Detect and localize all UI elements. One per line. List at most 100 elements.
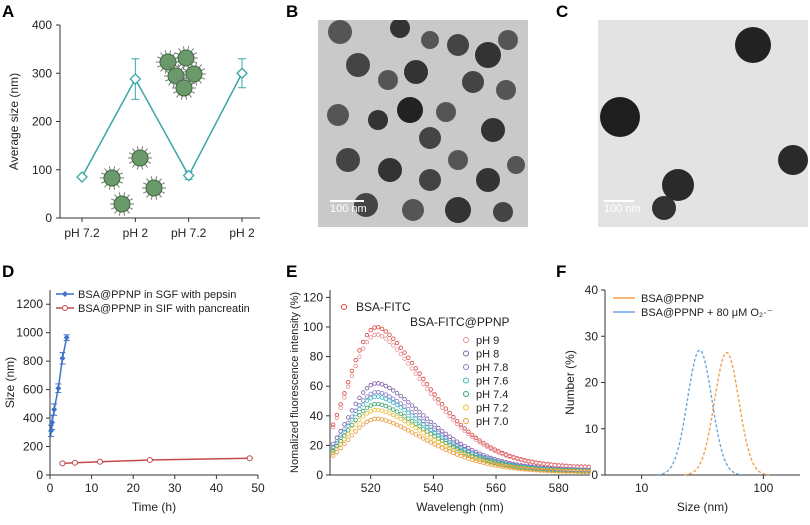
panel-e-point [458,450,464,456]
particle-spike [164,69,167,74]
particle-spike [185,76,188,81]
nanoparticle-blob [378,158,402,182]
panel-e-point [398,411,403,417]
panel-e-point [372,332,377,338]
panel-d-point [146,457,153,464]
particle-spike [141,165,144,170]
panel-e-point [409,403,415,408]
panel-e-point [409,413,415,418]
panel-e-point [443,443,449,449]
panel-e-point [417,371,422,376]
particle-spike [128,161,134,164]
nanoparticle-blob [378,70,398,90]
panel-e-point [353,422,358,427]
panel-e-point [473,456,479,461]
panel-e-point [372,381,377,386]
panel-e-point [421,430,426,435]
panel-e-point [432,396,437,401]
particle-spike [116,183,120,188]
panel-e-point [379,333,385,339]
panel-e-point [462,452,467,457]
particle-spike [104,168,108,173]
particle-spike [150,176,153,181]
particle-spike [156,65,162,68]
panel-e-point [485,444,490,450]
panel-e-point [379,417,385,422]
panel-e-ytick-label: 120 [303,290,323,304]
particle-spike [190,62,193,67]
panel-e-series-7 [330,416,591,475]
panel-e-point [357,403,362,408]
panel-e-point [458,453,464,459]
panel-e-point [391,407,396,412]
particle-spike [146,178,150,183]
panel-d-xtick-label: 30 [168,481,182,495]
particle-spike [172,64,175,69]
particle-spike [198,64,202,69]
panel-d-point [96,458,103,465]
nanoparticle-blob [404,60,428,84]
panel-d-point [63,334,70,341]
particle-spike [128,207,134,210]
panel-e-point [394,390,400,396]
nanoparticle-blob [507,156,525,174]
panel-e-point [406,428,411,433]
particle-spike [172,83,175,88]
nanoparticle-icon [100,166,124,190]
panel-e-point [383,336,388,341]
particle-spike [180,66,184,71]
particle-spike [132,148,136,153]
panel-e-ytick-label: 20 [310,438,324,452]
panel-e-point [466,431,471,437]
panel-e-point [432,430,437,435]
panel-e-point [402,356,407,361]
panel-e-point [387,419,392,424]
panel-e-point [439,441,445,447]
nanoparticle-blob [448,150,468,170]
panel-e-point [383,396,388,402]
particle-spike [108,185,111,190]
particle-spike [172,91,178,94]
panel-e-point [364,419,370,425]
panel-d-legend-label: BSA@PPNP in SIF with pancreatin [78,303,250,315]
panel-e-point [503,453,509,458]
panel-e-point [368,409,373,414]
nanoparticle-blob [346,53,370,77]
panel-e-point [364,411,370,416]
particle-core [145,179,163,197]
particle-spike [114,194,118,199]
particle-spike [100,181,106,184]
panel-e-point [470,434,475,440]
panel-d-point [71,459,78,466]
panel-e-series-0 [330,325,591,470]
nanoparticle-icon [172,76,196,100]
panel-f-legend-label: BSA@PPNP [641,293,704,305]
panel-d-ytick-label: 1200 [16,297,43,311]
nanoparticle-blob [600,97,640,137]
panel-a-line [81,72,243,178]
panel-e-ylabel: Nomalized fluorescence intensity (%) [289,292,301,473]
particle-core [103,169,121,187]
panel-e-point [413,416,419,421]
panel-e-legend-label: pH 7.8 [476,362,508,374]
panel-e-point [338,445,343,451]
particle-spike [176,93,180,98]
panel-e-point [368,417,373,423]
panel-e-point [481,442,486,447]
panel-a-ytick-label: 300 [32,66,52,80]
panel-e-point [421,421,426,427]
nanoparticle-blob [735,27,771,63]
panel-e-point [436,432,441,438]
particle-spike [114,209,118,214]
panel-e-point [451,450,456,456]
nanoparticle-blob [462,71,484,93]
panel-e-point [368,328,373,333]
panel-e-point [372,402,377,407]
panel-e-point [394,347,400,352]
panel-e-point [394,402,400,408]
particle-spike [118,181,124,184]
panel-e-point [376,401,381,407]
panel-e-point [334,449,340,455]
panel-e-point [402,426,407,431]
